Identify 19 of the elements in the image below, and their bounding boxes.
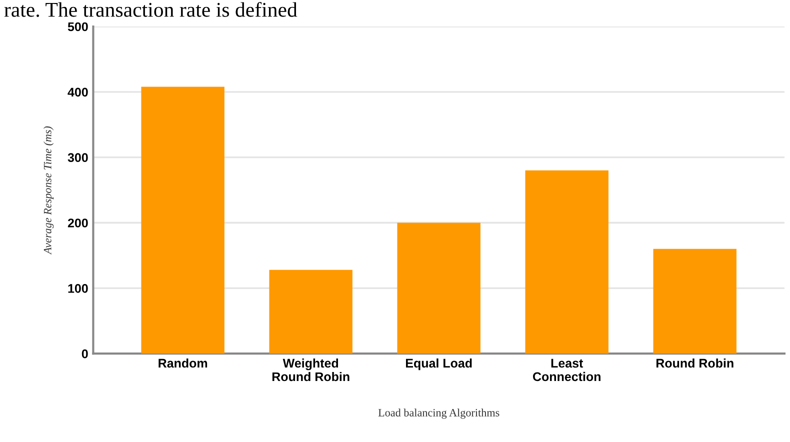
- x-axis-title: Load balancing Algorithms: [378, 408, 500, 419]
- bar: [269, 270, 352, 354]
- x-tick-label: Equal Load: [406, 358, 472, 370]
- y-tick-label: 400: [68, 88, 88, 97]
- bar: [141, 86, 224, 354]
- bar: [653, 248, 736, 354]
- y-tick-label: 500: [68, 22, 88, 32]
- y-tick-label: 0: [82, 349, 88, 358]
- x-tick-label: Weighted Round Robin: [272, 358, 350, 382]
- y-tick-label: 200: [68, 218, 88, 228]
- y-tick-label: 100: [68, 284, 88, 293]
- x-tick-label: Random: [158, 358, 208, 368]
- y-tick-label: 300: [68, 153, 88, 162]
- x-tick-label: Least Connection: [533, 358, 600, 382]
- y-axis-title: Average Response Time (ms): [44, 126, 54, 255]
- x-tick-label: Round Robin: [656, 358, 734, 368]
- bar: [397, 222, 480, 354]
- bar: [525, 170, 608, 354]
- text: rate. The transaction rate is defined: [4, 2, 298, 17]
